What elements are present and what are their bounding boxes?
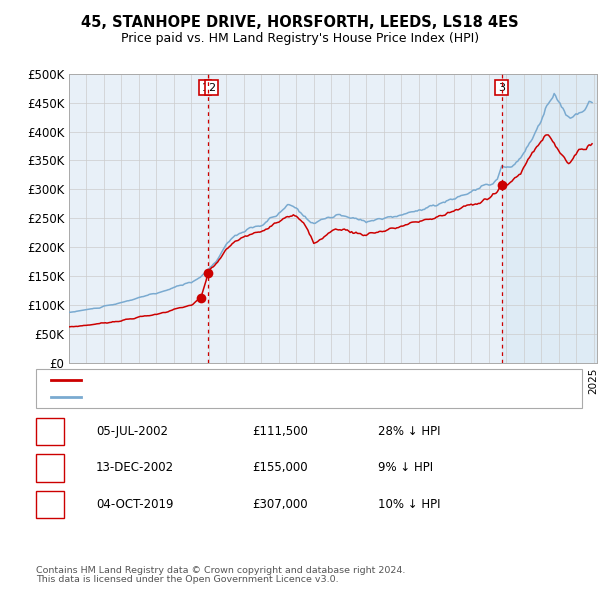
- Text: 04-OCT-2019: 04-OCT-2019: [96, 498, 173, 511]
- Text: Price paid vs. HM Land Registry's House Price Index (HPI): Price paid vs. HM Land Registry's House …: [121, 32, 479, 45]
- Text: This data is licensed under the Open Government Licence v3.0.: This data is licensed under the Open Gov…: [36, 575, 338, 584]
- Text: 13-DEC-2002: 13-DEC-2002: [96, 461, 174, 474]
- Text: 45, STANHOPE DRIVE, HORSFORTH, LEEDS, LS18 4ES: 45, STANHOPE DRIVE, HORSFORTH, LEEDS, LS…: [81, 15, 519, 30]
- Text: HPI: Average price, detached house, Leeds: HPI: Average price, detached house, Leed…: [84, 392, 319, 402]
- Bar: [502, 74, 597, 363]
- Text: 2: 2: [47, 461, 55, 474]
- Text: 2: 2: [208, 83, 215, 93]
- Text: £111,500: £111,500: [252, 425, 308, 438]
- Text: 1: 1: [202, 83, 209, 93]
- Text: Contains HM Land Registry data © Crown copyright and database right 2024.: Contains HM Land Registry data © Crown c…: [36, 566, 406, 575]
- Text: 45, STANHOPE DRIVE, HORSFORTH, LEEDS, LS18 4ES (detached house): 45, STANHOPE DRIVE, HORSFORTH, LEEDS, LS…: [84, 375, 476, 385]
- Text: 28% ↓ HPI: 28% ↓ HPI: [378, 425, 440, 438]
- Text: 1: 1: [47, 425, 55, 438]
- Text: 10% ↓ HPI: 10% ↓ HPI: [378, 498, 440, 511]
- Text: 3: 3: [47, 498, 55, 511]
- Text: 3: 3: [498, 83, 505, 93]
- Text: 9% ↓ HPI: 9% ↓ HPI: [378, 461, 433, 474]
- Text: £307,000: £307,000: [252, 498, 308, 511]
- Text: 05-JUL-2002: 05-JUL-2002: [96, 425, 168, 438]
- Text: £155,000: £155,000: [252, 461, 308, 474]
